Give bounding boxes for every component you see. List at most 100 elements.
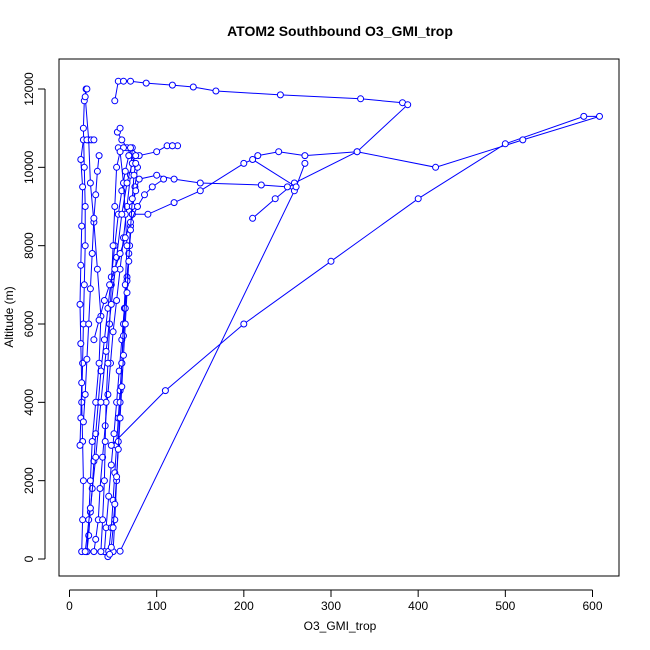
data-point — [116, 414, 124, 422]
data-point — [101, 438, 109, 445]
x-tick-label: 300 — [321, 599, 341, 613]
data-point — [92, 191, 100, 199]
data-point — [107, 543, 115, 551]
data-point — [134, 203, 141, 210]
data-point — [111, 203, 119, 210]
data-point — [116, 398, 124, 406]
data-point — [127, 77, 134, 85]
series-8 — [128, 156, 309, 218]
data-point — [96, 485, 104, 492]
data-point — [95, 316, 103, 324]
series-7 — [114, 142, 182, 160]
data-point — [414, 195, 422, 203]
data-point — [116, 124, 124, 132]
y-tick-label: 0 — [22, 555, 36, 562]
data-point — [144, 210, 152, 218]
data-point — [132, 187, 140, 195]
y-tick-label: 4000 — [22, 389, 36, 416]
data-point — [170, 175, 178, 183]
series-13 — [104, 159, 140, 561]
series-line — [110, 115, 600, 446]
data-point — [432, 163, 440, 171]
data-point — [125, 257, 133, 265]
data-point — [114, 445, 122, 453]
data-point — [249, 156, 257, 163]
data-point — [271, 195, 279, 203]
data-point — [102, 347, 110, 355]
data-point — [123, 179, 131, 187]
data-point — [240, 159, 248, 167]
data-point — [79, 183, 87, 191]
x-tick-label: 100 — [147, 599, 167, 613]
data-point — [109, 242, 117, 250]
series-6 — [107, 112, 603, 449]
data-point — [77, 261, 85, 269]
y-tick-label: 12000 — [22, 72, 36, 106]
data-point — [107, 461, 115, 469]
plot-frame — [58, 58, 620, 577]
data-point — [161, 387, 169, 395]
data-point — [168, 81, 176, 89]
data-point — [153, 171, 161, 179]
series-5 — [105, 171, 298, 555]
data-point — [93, 265, 101, 273]
data-point — [120, 77, 127, 85]
data-point — [196, 187, 204, 195]
data-point — [116, 547, 124, 555]
data-point — [212, 87, 220, 95]
data-point — [254, 152, 262, 160]
data-point — [77, 156, 85, 163]
data-point — [283, 183, 291, 191]
data-point — [80, 281, 88, 289]
data-point — [104, 359, 112, 367]
data-point — [111, 516, 119, 524]
data-point — [357, 95, 365, 103]
data-point — [81, 203, 89, 210]
data-point — [353, 148, 361, 156]
data-point — [116, 148, 124, 156]
data-point — [105, 492, 113, 500]
series-line — [108, 174, 296, 552]
data-point — [95, 359, 103, 367]
data-point — [327, 257, 335, 265]
data-point — [79, 418, 87, 426]
data-point — [113, 473, 121, 481]
data-point — [276, 91, 284, 99]
y-tick-label: 8000 — [22, 232, 36, 259]
data-point — [92, 453, 100, 461]
data-point — [107, 441, 115, 449]
data-point — [120, 351, 127, 359]
series-3 — [76, 136, 98, 449]
y-tick-label: 2000 — [22, 467, 36, 494]
data-point — [81, 548, 89, 556]
data-point — [127, 144, 134, 152]
data-point — [81, 242, 89, 250]
data-point — [121, 167, 129, 175]
data-point — [127, 226, 134, 234]
data-point — [118, 383, 126, 391]
data-point — [92, 535, 100, 543]
series-4 — [111, 77, 412, 222]
y-tick-label: 10000 — [22, 150, 36, 184]
data-point — [404, 101, 412, 109]
data-point — [111, 500, 119, 508]
data-point — [90, 214, 98, 222]
data-point — [86, 504, 94, 512]
series-line — [132, 158, 306, 215]
data-point — [76, 300, 84, 308]
data-point — [106, 550, 114, 558]
data-point — [240, 320, 248, 328]
data-point — [99, 516, 107, 524]
data-point — [121, 234, 129, 242]
x-tick-label: 200 — [234, 599, 254, 613]
data-point — [78, 222, 86, 230]
data-point — [90, 336, 98, 344]
data-point — [77, 340, 85, 348]
data-point — [519, 136, 527, 144]
data-point — [97, 548, 105, 556]
data-point — [189, 83, 197, 91]
data-point — [95, 152, 103, 160]
x-axis-label: O3_GMI_trop — [304, 619, 377, 633]
data-point — [100, 477, 108, 485]
